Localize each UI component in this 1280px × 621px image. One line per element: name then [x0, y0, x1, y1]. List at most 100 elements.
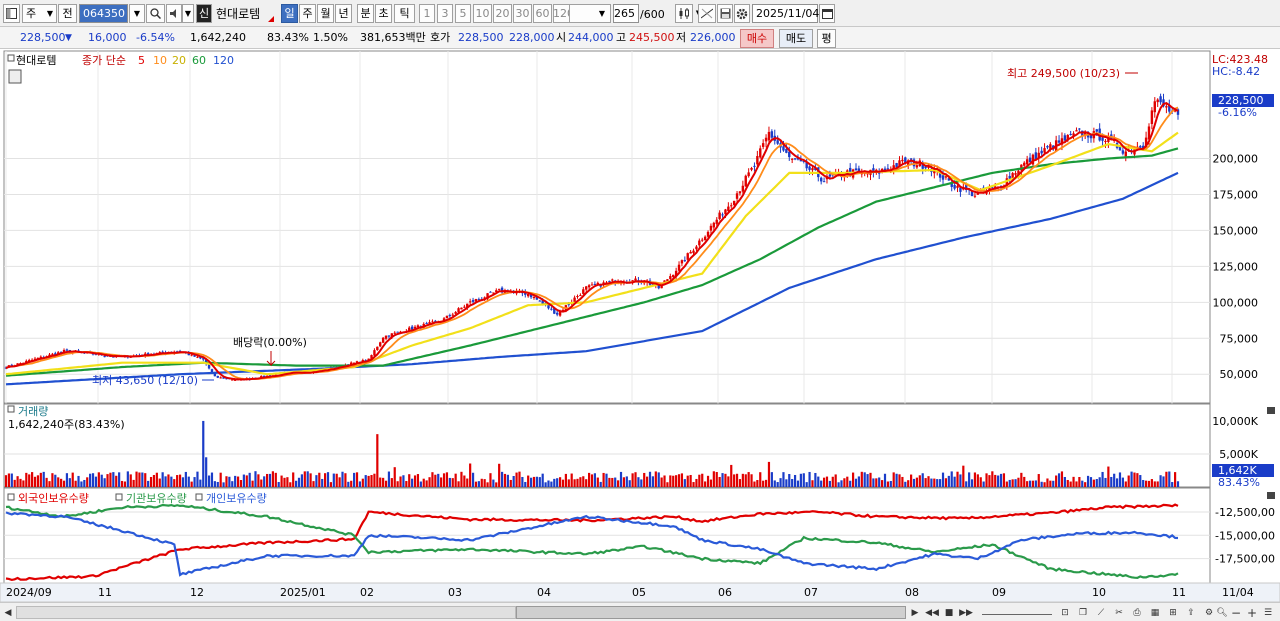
candle-body: [213, 371, 217, 377]
candle-body: [538, 300, 541, 302]
time-axis-label: 2024/09: [6, 586, 52, 599]
candle-body: [477, 299, 481, 301]
period-3[interactable]: 년: [335, 4, 352, 23]
zoom-slider[interactable]: [982, 609, 1052, 615]
holdings-close-icon[interactable]: [1267, 492, 1275, 499]
compare-icon[interactable]: ⊞: [1169, 607, 1177, 618]
zoom-out-icon[interactable]: −: [1230, 605, 1242, 620]
volume-bar: [254, 471, 257, 487]
buy-button[interactable]: 매수: [740, 29, 774, 48]
volume-bar: [294, 480, 298, 487]
layout-icon[interactable]: [3, 4, 20, 23]
volume-bar: [764, 479, 768, 487]
volume-close-icon[interactable]: [1267, 407, 1275, 414]
chart-area[interactable]: 200,000 175,000 150,000 125,000 100,000 75,00…: [0, 50, 1280, 602]
volume-bar: [382, 477, 385, 487]
period-0[interactable]: 일: [281, 4, 298, 23]
calendar-icon[interactable]: [819, 4, 835, 23]
gear-icon[interactable]: [734, 4, 750, 23]
search-icon[interactable]: [146, 4, 165, 23]
period-4[interactable]: 분: [357, 4, 374, 23]
period-6[interactable]: 틱: [394, 4, 415, 23]
volume-bar: [988, 475, 991, 487]
period-5[interactable]: 초: [375, 4, 392, 23]
stop-icon[interactable]: ■: [944, 607, 954, 618]
scroll-thumb[interactable]: [516, 606, 906, 619]
interval-2[interactable]: 5: [455, 4, 471, 23]
grid-icon[interactable]: ▦: [1150, 607, 1160, 618]
volume-bar: [634, 472, 637, 487]
scroll-track[interactable]: [16, 606, 516, 619]
prev-button[interactable]: 전: [58, 4, 77, 23]
new-badge[interactable]: 신: [196, 4, 212, 23]
volume-bar: [187, 476, 190, 487]
candle-body: [695, 246, 698, 250]
scroll-left-icon[interactable]: ◀: [4, 607, 12, 618]
avg-button[interactable]: 평: [817, 29, 836, 48]
volume-bar: [660, 477, 663, 487]
volume-bar: [573, 479, 576, 487]
speaker-icon[interactable]: [166, 4, 182, 23]
volume-bar: [350, 480, 353, 487]
interval-4[interactable]: 20: [493, 4, 512, 23]
volume-bar: [16, 476, 19, 487]
volume-bar: [167, 474, 170, 487]
market-type-combo[interactable]: 주 ▼: [22, 4, 57, 23]
stock-code-input[interactable]: 064350: [79, 4, 128, 23]
rewind-icon[interactable]: ◀◀: [925, 607, 939, 618]
screenshot-icon[interactable]: ⊡: [1061, 607, 1069, 618]
save-icon[interactable]: [717, 4, 733, 23]
table-icon[interactable]: [8, 69, 22, 84]
candle-body: [1017, 170, 1020, 175]
code-dropdown-icon[interactable]: ▼: [129, 4, 145, 23]
interval-6[interactable]: 60: [533, 4, 552, 23]
volume-bar: [94, 476, 98, 487]
date-input[interactable]: 2025/11/04: [752, 4, 819, 23]
copy-icon[interactable]: ❐: [1078, 607, 1088, 618]
volume-bar: [625, 476, 628, 487]
interval-1[interactable]: 3: [437, 4, 453, 23]
menu-icon[interactable]: ☰: [1263, 607, 1273, 618]
volume-bar: [706, 475, 710, 487]
crosshair-icon[interactable]: [698, 4, 716, 23]
zoom-search-icon[interactable]: 🔍︎: [1216, 607, 1228, 618]
candle-body: [202, 358, 205, 360]
speaker-dropdown-icon[interactable]: ▼: [182, 4, 194, 23]
fast-forward-icon[interactable]: ▶▶: [959, 607, 973, 618]
print-icon[interactable]: ⎙: [1133, 607, 1141, 618]
volume-bar: [593, 473, 597, 487]
volume-bar: [28, 474, 31, 487]
tool-icon[interactable]: ✂: [1115, 607, 1123, 618]
candle-body: [1104, 140, 1107, 143]
volume-bar: [367, 475, 370, 487]
export-icon[interactable]: ⇪: [1187, 607, 1195, 618]
interval-5[interactable]: 30: [513, 4, 532, 23]
interval-3[interactable]: 10: [473, 4, 492, 23]
bar-count-input[interactable]: 265: [613, 4, 639, 23]
period-2[interactable]: 월: [317, 4, 334, 23]
sell-button[interactable]: 매도: [779, 29, 813, 48]
settings-small-icon[interactable]: ⚙: [1204, 607, 1214, 618]
volume-bar: [968, 472, 971, 487]
volume-bar: [599, 481, 602, 487]
interval-0[interactable]: 1: [419, 4, 435, 23]
zoom-in-icon[interactable]: +: [1246, 605, 1258, 620]
interval-dropdown-icon[interactable]: ▼: [598, 8, 606, 18]
candle-type-icon[interactable]: [675, 4, 693, 23]
volume-bar: [637, 477, 640, 487]
draw-line-icon[interactable]: ⟋: [1097, 607, 1105, 618]
extra-interval-combo[interactable]: [569, 4, 611, 23]
volume-bar: [1153, 481, 1156, 487]
candle-body: [854, 168, 858, 171]
period-1[interactable]: 주: [299, 4, 316, 23]
volume-bar: [846, 476, 849, 487]
legend-box-icon: [7, 54, 15, 62]
candle-body: [747, 172, 750, 177]
candle-body: [1005, 178, 1009, 188]
scroll-right-icon[interactable]: ▶: [911, 607, 919, 618]
candle-body: [445, 315, 449, 319]
price-change: 16,000: [88, 31, 127, 44]
volume-bar: [585, 479, 588, 487]
candle-body: [457, 308, 460, 313]
candle-body: [582, 289, 585, 294]
